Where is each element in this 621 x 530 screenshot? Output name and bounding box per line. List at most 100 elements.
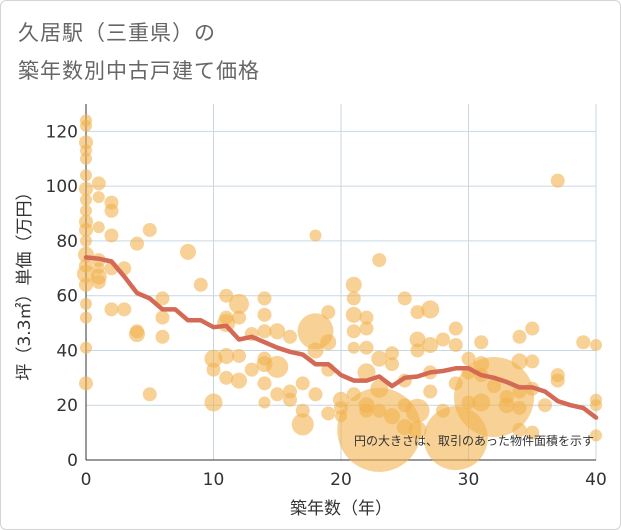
y-tick-label: 0 xyxy=(67,451,78,471)
x-tick-label: 40 xyxy=(585,470,607,490)
data-point xyxy=(257,324,272,339)
data-point xyxy=(80,152,92,165)
data-point xyxy=(461,351,476,366)
data-point xyxy=(410,305,425,320)
data-point xyxy=(590,399,602,412)
data-point xyxy=(385,357,399,372)
data-point xyxy=(232,310,246,325)
x-tick-label: 30 xyxy=(458,470,480,490)
data-point xyxy=(283,392,297,407)
x-tick-label: 20 xyxy=(330,470,352,490)
data-point xyxy=(130,236,144,251)
data-point xyxy=(359,321,374,336)
y-tick-label: 80 xyxy=(56,232,78,252)
data-point xyxy=(436,332,450,347)
data-point xyxy=(422,336,439,353)
data-point xyxy=(525,354,540,369)
data-point xyxy=(257,376,272,391)
data-point xyxy=(283,329,297,344)
data-point xyxy=(550,373,565,388)
data-point xyxy=(291,413,314,436)
data-point xyxy=(80,297,92,310)
data-point xyxy=(244,362,259,377)
x-tick-label: 10 xyxy=(203,470,225,490)
data-point xyxy=(550,173,565,188)
data-point xyxy=(80,204,92,217)
data-point xyxy=(448,337,463,352)
data-point xyxy=(345,306,362,323)
data-point xyxy=(219,288,234,303)
data-point xyxy=(346,291,361,306)
data-point xyxy=(371,350,388,367)
data-point xyxy=(80,341,92,354)
data-point xyxy=(232,348,246,363)
data-point xyxy=(347,341,360,354)
data-point xyxy=(155,291,170,306)
data-point xyxy=(155,310,170,325)
data-point xyxy=(359,340,374,355)
data-point xyxy=(80,144,92,157)
chart-title-line-1: 久居駅（三重県）の xyxy=(18,21,216,45)
data-point xyxy=(257,291,272,306)
data-point xyxy=(448,321,463,336)
data-point xyxy=(142,222,157,237)
data-point xyxy=(180,243,196,260)
data-point xyxy=(512,422,527,437)
y-axis-label: 坪（3.3㎡）単価（万円） xyxy=(15,183,35,380)
x-tick-label: 0 xyxy=(81,470,92,490)
chart-title-line-2: 築年数別中古戸建て価格 xyxy=(18,59,260,83)
data-point xyxy=(372,253,387,268)
data-point xyxy=(80,311,92,324)
data-point xyxy=(79,376,93,391)
data-point xyxy=(231,372,247,389)
data-point xyxy=(219,370,234,385)
data-point xyxy=(421,300,440,319)
data-point xyxy=(385,346,399,361)
data-point xyxy=(321,305,336,320)
data-point xyxy=(269,323,286,340)
data-point xyxy=(538,398,552,413)
data-point xyxy=(193,277,208,292)
y-tick-label: 20 xyxy=(56,396,78,416)
data-point xyxy=(79,222,93,237)
data-point xyxy=(79,277,93,292)
data-point xyxy=(525,425,540,440)
data-point xyxy=(92,191,105,204)
y-tick-label: 100 xyxy=(46,177,78,197)
data-point xyxy=(104,302,119,317)
data-point xyxy=(511,353,528,370)
data-point xyxy=(155,329,170,344)
data-point xyxy=(295,376,310,391)
data-point xyxy=(474,335,489,350)
y-tick-label: 120 xyxy=(46,122,78,142)
data-point xyxy=(270,387,285,402)
data-point xyxy=(321,406,336,421)
data-point xyxy=(79,181,93,196)
data-point xyxy=(104,228,119,243)
data-point xyxy=(117,302,132,317)
data-point xyxy=(423,384,438,399)
data-point xyxy=(229,293,249,314)
data-point xyxy=(204,393,223,412)
data-point xyxy=(206,362,221,377)
y-tick-label: 40 xyxy=(56,341,78,361)
data-point xyxy=(129,326,145,343)
data-point xyxy=(204,349,223,368)
data-point xyxy=(80,193,92,206)
data-point xyxy=(308,387,323,402)
x-axis-label: 築年数（年） xyxy=(290,499,392,519)
data-point xyxy=(405,398,430,423)
data-point xyxy=(454,357,534,438)
data-point xyxy=(218,347,235,364)
data-point xyxy=(410,343,425,358)
y-tick-label: 60 xyxy=(56,287,78,307)
data-point xyxy=(257,307,272,322)
data-point xyxy=(80,234,92,247)
data-point xyxy=(320,334,337,351)
data-point xyxy=(397,291,412,306)
data-point xyxy=(384,408,400,425)
data-point xyxy=(576,335,591,350)
data-point xyxy=(512,400,527,415)
data-point xyxy=(307,342,324,359)
bubble-size-note: 円の大きさは、取引のあった物件面積を示す xyxy=(354,433,594,448)
